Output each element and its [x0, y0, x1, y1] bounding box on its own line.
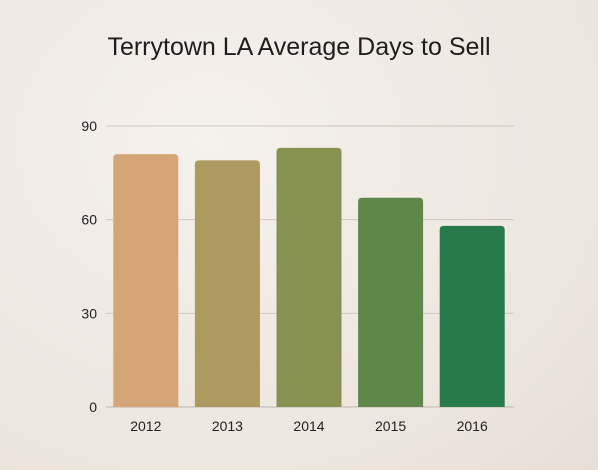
x-tick-label: 2014	[293, 418, 324, 434]
x-tick-label: 2015	[375, 418, 406, 434]
y-tick-label: 30	[81, 305, 97, 321]
bar-2015[interactable]	[358, 197, 424, 407]
y-tick-label: 0	[89, 399, 97, 415]
bar-2013[interactable]	[194, 160, 260, 407]
bar-2014[interactable]	[276, 147, 342, 407]
y-tick-label: 90	[81, 118, 97, 134]
bar-2016[interactable]	[439, 225, 505, 407]
bar-2012[interactable]	[113, 154, 179, 407]
x-tick-label: 2013	[212, 418, 243, 434]
y-axis-ticks: 0 30 60 90	[81, 118, 97, 415]
x-tick-label: 2016	[457, 418, 488, 434]
chart-title: Terrytown LA Average Days to Sell	[107, 33, 490, 61]
y-tick-label: 60	[81, 212, 97, 228]
bars	[113, 147, 505, 407]
x-axis-ticks: 2012 2013 2014 2015 2016	[130, 418, 488, 434]
x-tick-label: 2012	[130, 418, 161, 434]
